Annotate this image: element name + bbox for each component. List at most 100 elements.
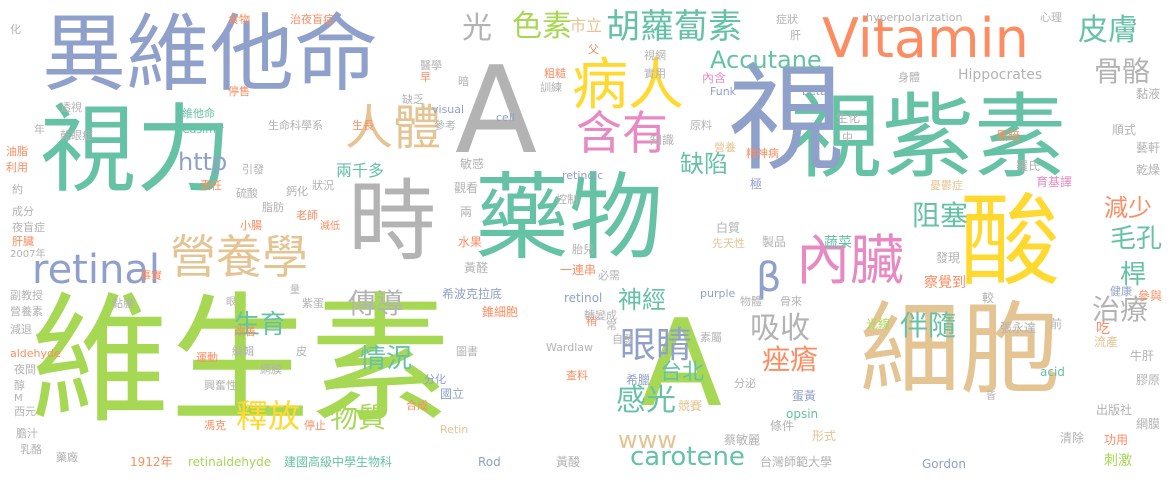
word: 先天性	[712, 237, 745, 250]
word: 肝臟	[12, 235, 34, 248]
word: 父	[588, 43, 599, 56]
word: hyperpolarization	[866, 11, 963, 24]
word: 蔡敏麗	[724, 433, 761, 447]
word: 人體	[345, 100, 442, 156]
word: M	[14, 393, 23, 404]
word: 改善	[234, 325, 256, 338]
word: 症狀	[776, 13, 798, 26]
word: aldehyde	[10, 347, 61, 360]
word: 生命科學系	[268, 119, 323, 132]
word: 停止	[304, 419, 326, 432]
word: 參與	[1138, 289, 1163, 303]
word: 硫酸	[236, 187, 258, 200]
word: 光線	[866, 317, 891, 331]
word: retinaldehyde	[188, 455, 272, 469]
word: 編輯	[232, 345, 254, 358]
word: 控制	[556, 193, 578, 206]
word: 條件	[770, 419, 795, 433]
word: 較	[982, 291, 995, 305]
word: purple	[700, 287, 736, 300]
word: 運動	[196, 351, 218, 364]
word: 吸收	[750, 311, 810, 346]
word: 建國高級中學生物科	[284, 455, 393, 469]
word: 釋放	[236, 397, 301, 435]
word: 減低	[320, 221, 340, 232]
word: 食物	[228, 13, 250, 26]
word: 治療	[1092, 293, 1149, 326]
word: 2007年	[10, 249, 46, 260]
word: 牛肝	[1130, 349, 1155, 363]
word: 皮膚	[804, 86, 806, 87]
word: 狀況	[312, 179, 334, 192]
word: 生長	[352, 119, 374, 132]
word: 毛孔	[1110, 224, 1163, 254]
word: 粗糙	[544, 67, 566, 80]
word: 轉變成	[584, 309, 617, 322]
word: 1912年	[130, 455, 173, 469]
word: Hippocrates	[958, 67, 1043, 83]
word: 興奮性	[204, 379, 237, 392]
word: 引發	[242, 163, 264, 176]
word: 黏液	[1136, 87, 1161, 101]
word: 異維他命	[42, 5, 379, 103]
word: 減退	[10, 323, 32, 336]
word: 錐細胞	[482, 305, 519, 319]
word: Wardlaw	[546, 341, 594, 354]
word: 神經	[618, 286, 666, 314]
word: 乾燥	[1136, 163, 1161, 177]
word: 吃	[1096, 321, 1110, 337]
word: 量	[290, 285, 300, 296]
word: 皮膚	[1078, 13, 1138, 48]
word: 時	[348, 170, 437, 273]
word: 黏膜	[112, 297, 134, 310]
word: 老師	[296, 209, 318, 222]
word: Accutane	[710, 46, 822, 74]
word: 敏感	[460, 157, 485, 171]
word: 事實	[140, 269, 162, 282]
word: 骨來	[780, 295, 802, 308]
word: 前	[1050, 317, 1063, 331]
word: 生育	[234, 310, 287, 340]
word: 眼睛	[620, 325, 693, 366]
word: 約	[12, 183, 23, 196]
word: 成分	[12, 205, 34, 218]
word: 清除	[1060, 431, 1085, 445]
word: 小腸	[240, 219, 262, 232]
word: 素屬	[700, 331, 722, 344]
word: 必需	[598, 269, 620, 282]
word: Retin	[440, 423, 469, 436]
word: 白質	[716, 221, 741, 235]
word: 張永達	[1000, 321, 1037, 335]
word: 缺陷	[680, 150, 728, 178]
word: 色素	[512, 9, 572, 44]
word: 市立	[570, 16, 603, 35]
word: 台灣師範大學	[760, 455, 833, 469]
word: 參考	[434, 119, 456, 132]
word: 視	[728, 52, 844, 187]
word: 希臘	[626, 373, 651, 387]
word: 順式	[1112, 123, 1137, 137]
word: 精神病	[746, 147, 779, 160]
word: 骨骼	[1094, 55, 1151, 88]
word: 透視	[60, 101, 82, 114]
word: 維生素	[30, 280, 451, 443]
word: 鈣化	[286, 185, 308, 198]
word: 細胞	[860, 291, 1060, 408]
word: retinoic	[562, 169, 604, 182]
word: Vitamin	[822, 7, 1029, 70]
word: 網膜	[260, 363, 282, 376]
word: 黃酸	[556, 455, 581, 469]
word: retinal	[32, 247, 160, 293]
word: Rod	[478, 455, 501, 469]
word: 皮	[296, 345, 307, 358]
word: 水果	[458, 235, 483, 249]
word: 早	[420, 71, 431, 84]
word: 製品	[762, 235, 787, 249]
word: 極	[750, 177, 763, 191]
word: 知識	[650, 133, 675, 147]
word: Funk	[710, 85, 737, 98]
word: 醫學	[420, 59, 442, 72]
word: 桿	[1120, 260, 1147, 290]
word: 功用	[1104, 433, 1129, 447]
